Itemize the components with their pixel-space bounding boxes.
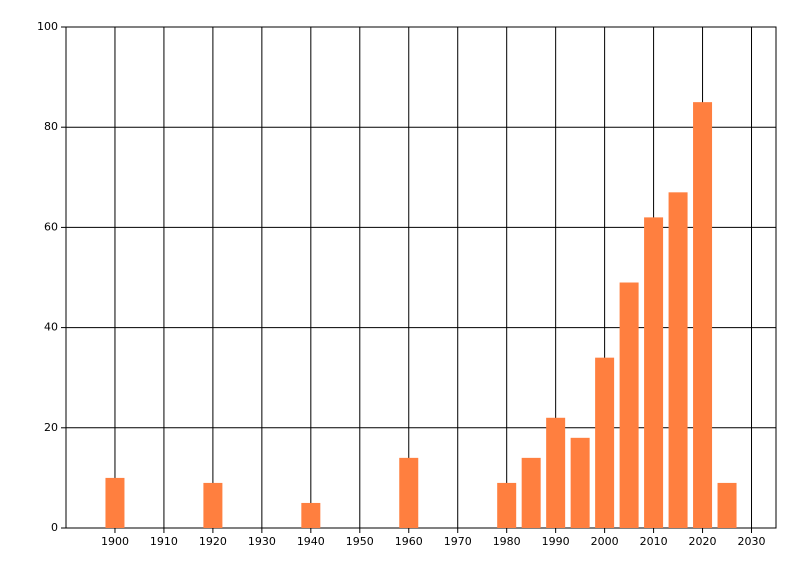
y-tick-label: 80 <box>44 120 58 133</box>
y-tick-label: 40 <box>44 321 58 334</box>
y-tick-label: 0 <box>51 521 58 534</box>
x-tick-label: 1950 <box>346 535 374 548</box>
bar <box>546 417 566 528</box>
x-tick-label: 2030 <box>738 535 766 548</box>
bar <box>203 482 223 528</box>
bar <box>668 192 688 528</box>
x-tick-label: 2010 <box>640 535 668 548</box>
bar <box>570 437 590 528</box>
bar <box>693 102 713 529</box>
bar <box>521 457 541 528</box>
x-tick-label: 1930 <box>248 535 276 548</box>
y-tick-label: 60 <box>44 220 58 233</box>
bar <box>399 457 419 528</box>
x-tick-label: 1940 <box>297 535 325 548</box>
bar <box>105 477 125 528</box>
x-tick-label: 1980 <box>493 535 521 548</box>
bar <box>497 482 517 528</box>
bar <box>644 217 664 528</box>
x-tick-label: 2000 <box>591 535 619 548</box>
x-tick-label: 1960 <box>395 535 423 548</box>
x-tick-label: 1910 <box>150 535 178 548</box>
x-tick-label: 1900 <box>101 535 129 548</box>
x-tick-label: 1970 <box>444 535 472 548</box>
bar <box>619 282 639 528</box>
x-tick-label: 2020 <box>689 535 717 548</box>
x-tick-label: 1990 <box>542 535 570 548</box>
bar <box>595 357 615 528</box>
bar <box>301 502 321 528</box>
bar <box>717 482 737 528</box>
y-tick-label: 20 <box>44 421 58 434</box>
y-tick-label: 100 <box>37 20 58 33</box>
x-tick-label: 1920 <box>199 535 227 548</box>
